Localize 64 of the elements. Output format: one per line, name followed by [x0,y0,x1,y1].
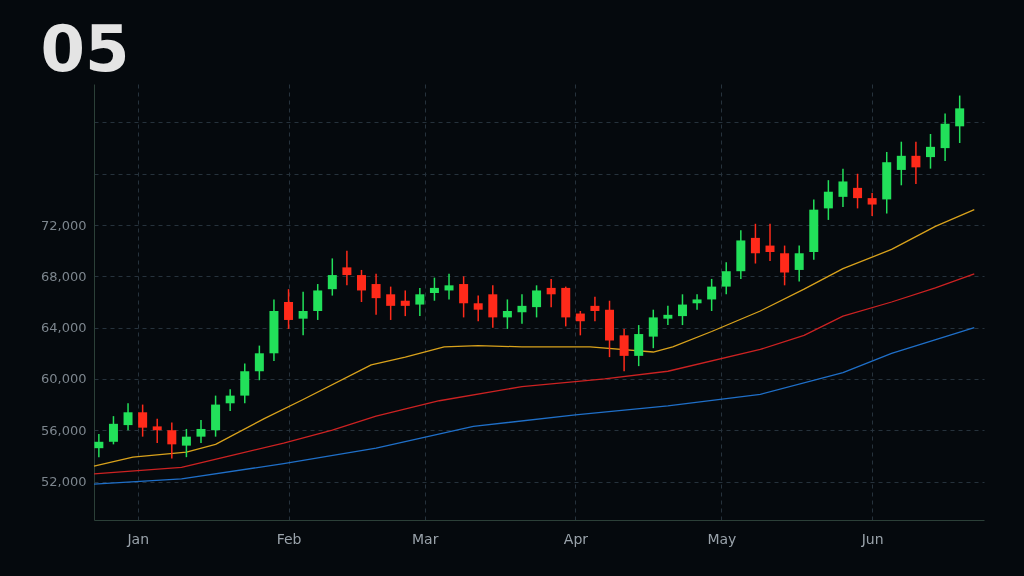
candlestick [371,273,381,316]
candlestick [590,296,600,322]
candlestick [721,261,731,296]
candlestick [473,294,483,322]
candlestick [108,415,118,446]
candlestick [429,276,439,302]
y-tick-label: 60,000 [41,371,87,387]
candlestick [648,308,658,349]
candlestick [386,285,396,321]
candlestick [284,288,294,330]
candlestick [663,305,673,326]
x-tick-label: Apr [563,530,589,547]
candlestick [181,428,191,458]
x-tick-label: May [707,530,737,547]
y-tick-label: 72,000 [41,217,87,233]
candlestick [750,223,760,265]
candlestick [356,269,366,303]
candlestick [94,433,104,458]
candlestick [853,173,863,210]
y-tick-label: 52,000 [41,474,87,490]
candlestick [911,140,921,185]
candlestick [765,223,775,262]
candlestick [152,417,162,444]
candlestick [313,283,323,321]
candlestick [955,94,965,144]
candlestick [225,388,235,412]
x-tick-label: Mar [412,530,439,547]
candlestick [459,275,469,319]
candlestick [823,179,833,221]
candlestick [167,421,177,460]
chart-title: 05 [40,12,130,86]
candlestick [838,167,848,208]
candlestick [546,278,556,308]
candlestick [677,293,687,326]
candlestick [707,278,717,312]
candlestick [634,324,644,367]
candlestick [415,287,425,317]
candlestick [196,419,206,444]
candlestick [575,310,585,337]
y-tick-label: 64,000 [41,320,87,336]
candlestick [502,298,512,330]
candlestick [692,293,702,311]
candlestick [327,257,337,297]
candlestick [123,402,133,431]
candlestick [488,284,498,329]
candlestick [254,344,264,381]
y-tick-label: 56,000 [41,422,87,438]
x-tick-label: Feb [276,530,302,547]
candlestick [532,284,542,319]
candlestick [619,328,629,372]
candlestick [517,293,527,325]
candlestick [896,140,906,187]
x-tick-label: Jun [860,530,884,547]
candlestick [298,290,308,337]
candlestick [400,289,410,317]
candlestick [794,244,804,283]
candlestick [780,244,790,287]
candlestick [926,133,935,170]
x-tick-label: Jan [126,530,150,547]
candlestick [138,403,148,438]
y-tick-label: 68,000 [41,268,87,284]
candlestick [867,192,877,217]
candlestick [342,249,352,287]
candlestick [444,273,454,301]
